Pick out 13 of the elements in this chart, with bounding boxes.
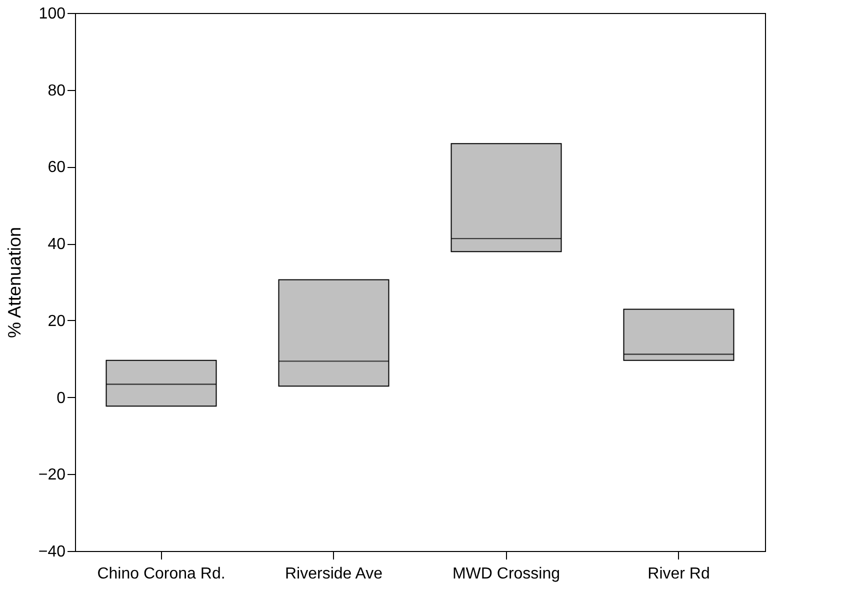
y-axis-title: % Attenuation — [4, 226, 24, 338]
y-tick-label: 80 — [48, 82, 66, 100]
x-tick-label: MWD Crossing — [452, 566, 560, 582]
x-tick-label: River Rd — [648, 566, 710, 582]
y-tick-label: 60 — [48, 159, 66, 176]
x-tick-label: Chino Corona Rd. — [97, 566, 226, 582]
y-tick-label: 40 — [48, 236, 66, 254]
y-tick-label: 0 — [56, 390, 66, 407]
y-tick-label: −40 — [38, 544, 66, 560]
y-tick-label: 20 — [48, 312, 66, 330]
x-tick-label: Riverside Ave — [284, 566, 383, 582]
y-tick-label: 100 — [38, 6, 66, 22]
y-tick-label: −20 — [38, 466, 66, 484]
